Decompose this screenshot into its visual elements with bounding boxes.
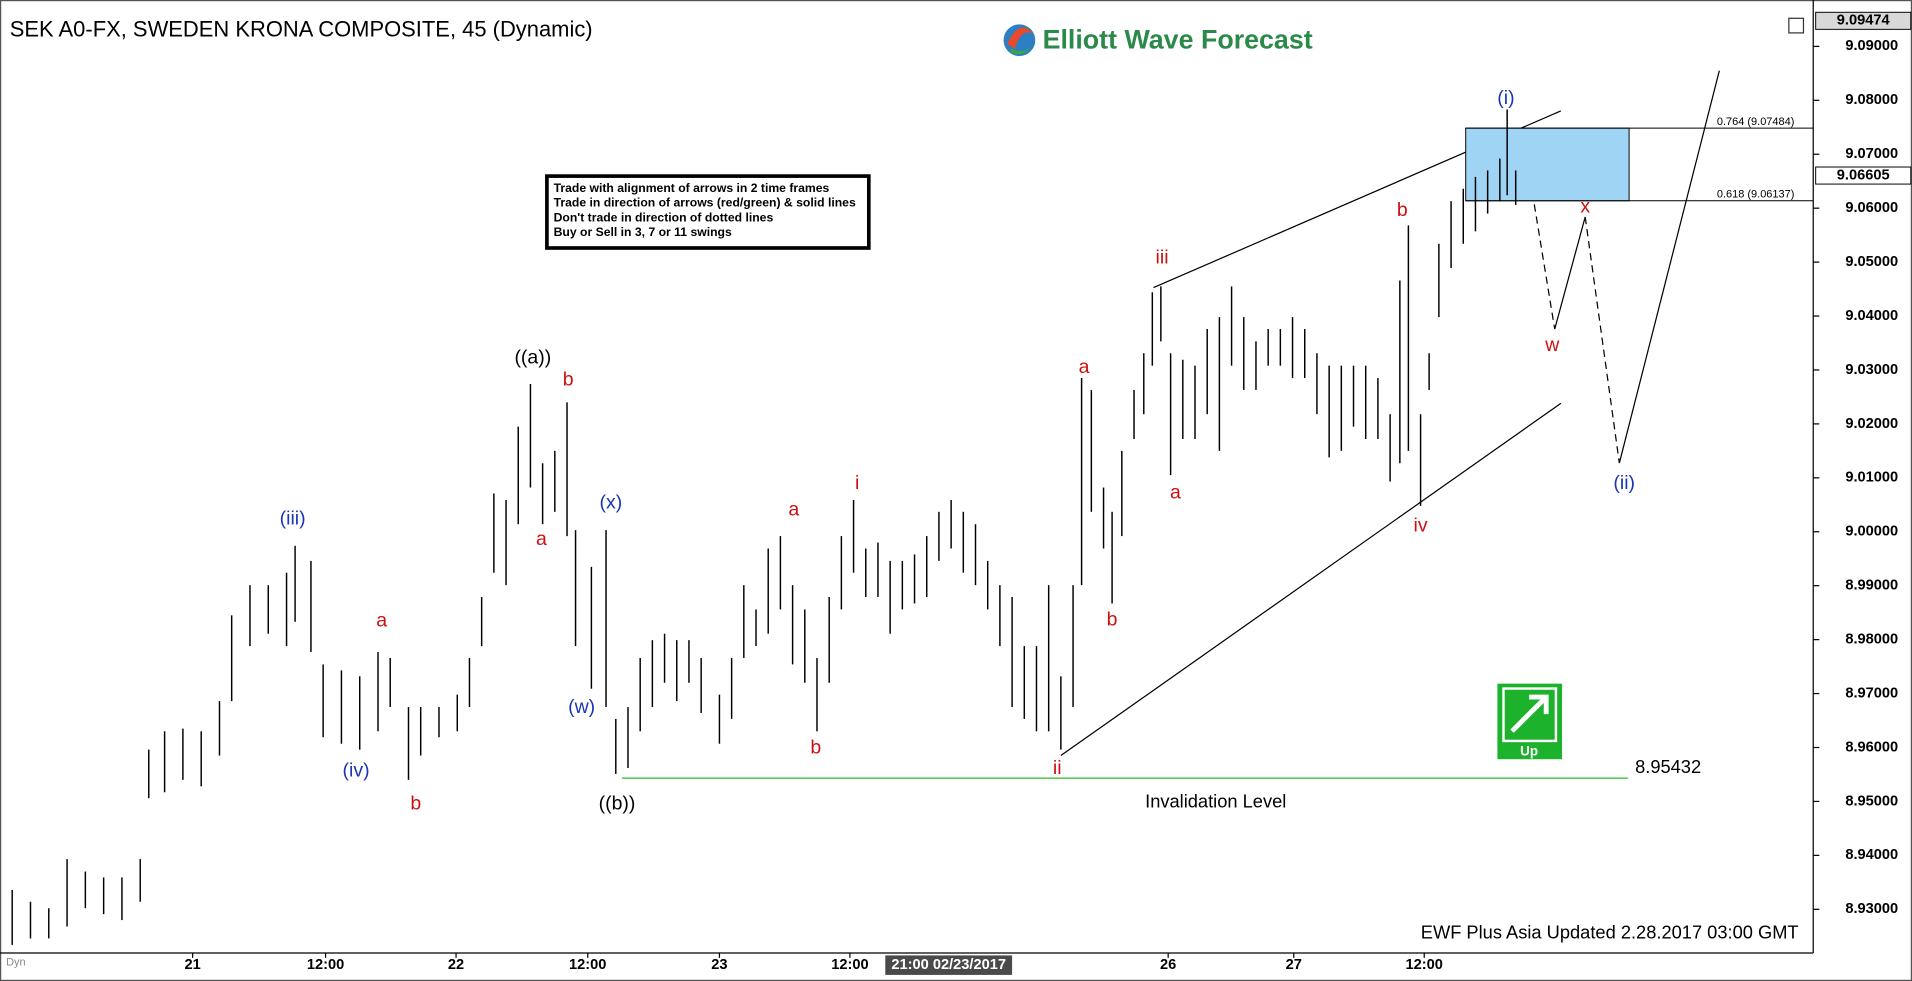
wave-label: iv [1414,515,1428,537]
wave-label: (w) [568,696,595,718]
signal-box: Up [1497,683,1563,760]
y-tick-label: 9.09000 [1845,38,1898,54]
x-tick-label: 12:00 [831,957,868,973]
window-icon [1788,17,1805,34]
invalidation-label: Invalidation Level [1145,790,1286,811]
y-tick-label: 9.02000 [1845,416,1898,432]
y-tick-label: 9.01000 [1845,470,1898,486]
notes-box [545,174,871,250]
signal-arrow [1510,694,1549,733]
signal-frame [1502,687,1558,743]
wave-label: b [410,792,421,814]
chart-title: SEK A0-FX, SWEDEN KRONA COMPOSITE, 45 (D… [10,16,593,41]
wave-label: (iv) [343,760,370,782]
y-tick-label: 8.99000 [1845,578,1898,594]
brand-logo: Elliott Wave Forecast [1003,24,1313,57]
x-tick-label: 12:00 [569,957,606,973]
channel-lower [1060,402,1562,757]
projection-solid [1618,70,1720,464]
wave-label: b [563,368,574,390]
y-tick-label: 9.08000 [1845,92,1898,108]
wave-label: a [1079,356,1090,378]
projection-dashed [1584,216,1620,464]
y-tick-label: 8.98000 [1845,631,1898,647]
price-marker-label: 9.06605 [1837,167,1890,183]
y-tick-label: 9.04000 [1845,308,1898,324]
corner-label: Dyn [6,957,26,969]
signal-label: Up [1520,743,1538,758]
x-tick-label: 12:00 [307,957,344,973]
y-tick-label: 8.95000 [1845,793,1898,809]
logo-mark [1009,41,1035,55]
wave-label: iii [1156,247,1169,269]
x-tick-label: 23 [711,957,727,973]
logo-mark [1007,27,1035,49]
x-tick-label: 27 [1286,957,1302,973]
wave-label: x [1580,195,1590,217]
fib-label: 0.764 (9.07484) [1717,116,1794,128]
y-tick-label: 9.07000 [1845,146,1898,162]
wave-label: ((b)) [599,792,636,814]
wave-label: (ii) [1613,472,1635,494]
wave-label: i [855,472,859,494]
projection-dashed [1529,180,1556,330]
wave-label: w [1544,334,1560,356]
y-tick-label: 9.03000 [1845,362,1898,378]
y-tick-label: 8.94000 [1845,847,1898,863]
invalidation-value: 8.95432 [1635,756,1701,777]
price-marker [1815,166,1912,185]
wave-label: a [376,610,387,632]
brand-name: Elliott Wave Forecast [1043,25,1313,55]
wave-label: (i) [1497,87,1514,109]
wave-label: ii [1053,757,1062,779]
wave-lines [1060,70,1720,757]
wave-label: b [1107,608,1118,630]
wave-label: a [536,528,547,550]
y-tick-label: 8.97000 [1845,685,1898,701]
price-marker [1815,11,1912,30]
x-tick-label: 26 [1160,957,1176,973]
note: Buy or Sell in 3, 7 or 11 swings [554,225,732,239]
y-tick-label: 9.00000 [1845,524,1898,540]
wave-label: b [1397,199,1408,221]
note: Trade in direction of arrows (red/green)… [554,196,856,210]
y-tick-label: 9.06000 [1845,200,1898,216]
footer: EWF Plus Asia Updated 2.28.2017 03:00 GM… [1421,921,1799,942]
crosshair-badge [885,955,1013,975]
wave-label: ((a)) [514,346,551,368]
x-tick-label: 12:00 [1406,957,1443,973]
projection-solid [1554,216,1586,330]
note: Trade with alignment of arrows in 2 time… [554,181,830,195]
price-marker-label: 9.09474 [1837,13,1891,29]
x-tick-label: 21 [185,957,201,973]
crosshair-label: 21:00 02/23/2017 [891,957,1006,973]
x-tick-label: 22 [448,957,464,973]
wave-label: a [1170,482,1181,504]
y-tick-label: 9.05000 [1845,254,1898,270]
wave-label: a [788,499,799,521]
fib-label: 0.618 (9.06137) [1717,189,1794,201]
y-tick-label: 8.93000 [1845,901,1898,917]
fib-zone [1465,127,1630,202]
wave-label: (iii) [280,507,306,529]
wave-label: b [810,736,821,758]
note: Don't trade in direction of dotted lines [554,210,774,224]
y-tick-label: 8.96000 [1845,739,1898,755]
wave-label: (x) [600,491,623,513]
